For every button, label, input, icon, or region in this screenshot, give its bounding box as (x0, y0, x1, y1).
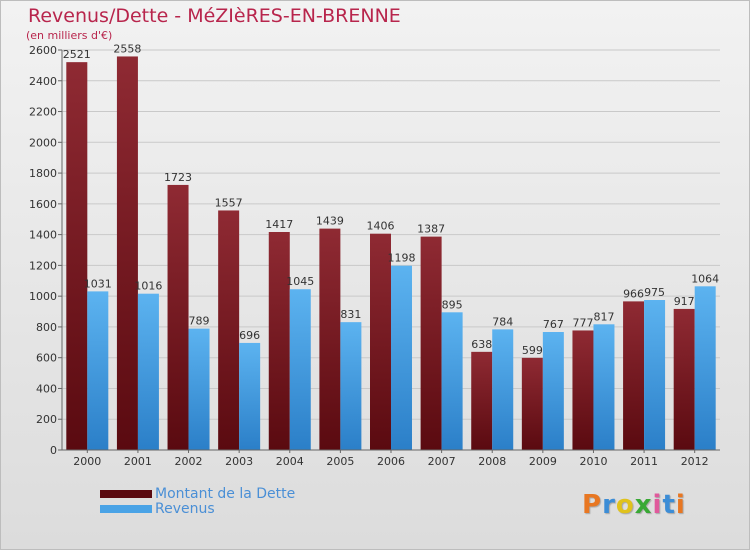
bar-revenue (188, 328, 210, 450)
legend-item-revenue: Revenus (100, 500, 295, 517)
x-tick-label: 2002 (175, 455, 203, 468)
bar-revenue (391, 265, 412, 450)
data-label-debt: 966 (623, 287, 644, 300)
y-tick-label: 600 (36, 352, 57, 365)
data-label-debt: 1439 (316, 215, 344, 228)
data-label-debt: 777 (572, 316, 593, 329)
y-tick-label: 0 (50, 444, 57, 457)
y-tick-label: 2600 (29, 44, 57, 57)
bar-debt (370, 233, 391, 450)
bar-debt (673, 308, 695, 450)
data-label-revenue: 767 (543, 318, 564, 331)
data-label-revenue: 1045 (286, 275, 314, 288)
logo-letter: x (634, 490, 653, 520)
y-tick-label: 1000 (29, 290, 57, 303)
x-tick-label: 2004 (276, 455, 304, 468)
bar-debt (420, 236, 442, 450)
legend-swatch-debt (100, 489, 152, 498)
bar-revenue (492, 329, 514, 450)
bar-revenue (441, 312, 463, 450)
legend-label-revenue: Revenus (155, 500, 215, 517)
data-label-debt: 599 (522, 344, 543, 357)
x-tick-label: 2001 (124, 455, 152, 468)
data-label-debt: 1723 (164, 171, 192, 184)
bar-debt (167, 184, 189, 450)
data-label-revenue: 1198 (388, 252, 416, 265)
data-label-revenue: 817 (593, 310, 614, 323)
logo-letter: t (662, 490, 676, 520)
data-label-revenue: 1016 (134, 280, 162, 293)
data-label-revenue: 975 (644, 286, 665, 299)
y-tick-label: 2200 (29, 106, 57, 119)
bar-revenue (87, 291, 109, 450)
y-tick-label: 800 (36, 321, 57, 334)
data-label-revenue: 1031 (84, 277, 112, 290)
y-tick-label: 1200 (29, 259, 57, 272)
data-label-debt: 1417 (265, 218, 293, 231)
bar-debt (572, 330, 594, 450)
x-tick-label: 2012 (681, 455, 709, 468)
bar-debt (66, 62, 88, 451)
bar-revenue (289, 289, 311, 450)
bar-revenue (137, 293, 159, 450)
data-label-debt: 1557 (215, 196, 243, 209)
bar-debt (471, 351, 493, 450)
bar-debt (218, 210, 240, 450)
y-tick-label: 200 (36, 413, 57, 426)
data-label-debt: 638 (471, 338, 492, 351)
data-label-revenue: 831 (340, 308, 361, 321)
y-tick-label: 1800 (29, 167, 57, 180)
logo-letter: i (652, 490, 663, 520)
bar-revenue (340, 322, 362, 450)
bar-revenue (694, 286, 716, 450)
y-tick-label: 1400 (29, 229, 57, 242)
bar-debt (319, 228, 341, 450)
chart-subtitle: (en milliers d'€) (26, 29, 113, 42)
data-label-debt: 1387 (417, 223, 445, 236)
x-tick-label: 2000 (73, 455, 101, 468)
logo-letter: i (675, 490, 686, 520)
legend-swatch-revenue (100, 504, 152, 513)
bar-revenue (542, 332, 564, 450)
logo-letter: r (602, 490, 616, 520)
legend-label-debt: Montant de la Dette (155, 485, 296, 502)
data-label-revenue: 895 (442, 298, 463, 311)
bar-debt (521, 357, 543, 450)
y-tick-label: 1600 (29, 198, 57, 211)
data-label-revenue: 784 (492, 315, 513, 328)
chart-title: Revenus/Dette - MéZIèRES-EN-BRENNE (28, 5, 401, 27)
x-tick-label: 2010 (579, 455, 607, 468)
x-tick-label: 2011 (630, 455, 658, 468)
bar-revenue (239, 342, 261, 450)
x-tick-label: 2009 (529, 455, 557, 468)
bar-debt (623, 301, 645, 450)
legend: Montant de la Dette Revenus (100, 485, 296, 517)
legend-item-debt: Montant de la Dette (100, 485, 296, 502)
x-tick-label: 2008 (478, 455, 506, 468)
proxiti-logo: Proxiti (582, 490, 686, 520)
data-label-revenue: 696 (239, 329, 260, 342)
y-tick-label: 400 (36, 382, 57, 395)
data-label-debt: 1406 (367, 220, 395, 233)
data-label-debt: 917 (674, 295, 695, 308)
data-label-debt: 2521 (63, 48, 91, 61)
bar-debt (116, 56, 138, 450)
y-tick-label: 2000 (29, 136, 57, 149)
bar-revenue (644, 300, 666, 450)
x-tick-label: 2007 (428, 455, 456, 468)
x-tick-label: 2006 (377, 455, 405, 468)
bar-debt (268, 232, 290, 450)
logo-letter: P (582, 490, 603, 520)
y-tick-label: 2400 (29, 75, 57, 88)
x-tick-label: 2005 (326, 455, 354, 468)
x-tick-label: 2003 (225, 455, 253, 468)
data-label-revenue: 789 (189, 315, 210, 328)
bar-revenue (593, 324, 615, 450)
logo-letter: o (615, 490, 635, 520)
data-label-debt: 2558 (113, 42, 141, 55)
data-label-revenue: 1064 (691, 272, 719, 285)
